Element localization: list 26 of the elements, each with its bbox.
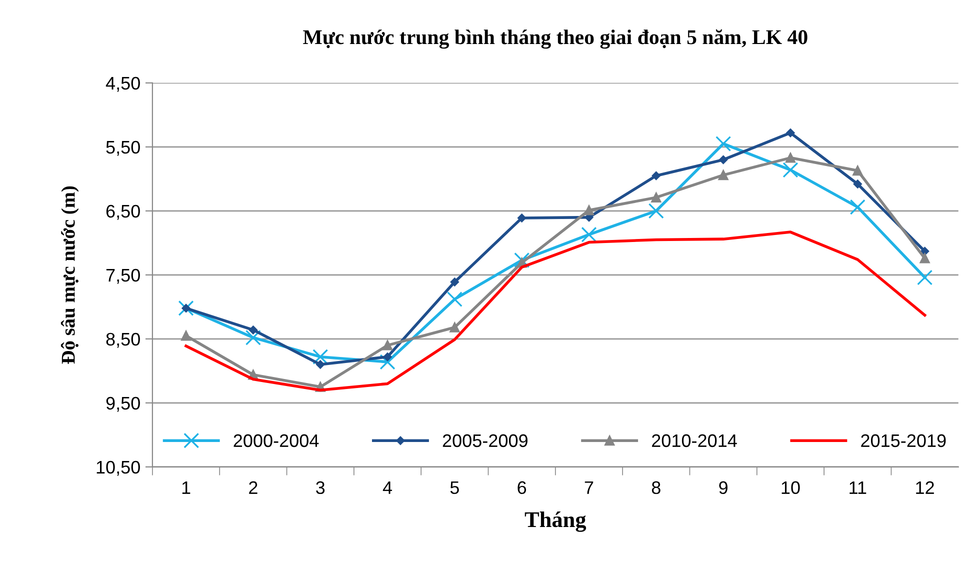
x-tick-label: 5 (450, 481, 459, 494)
x-tick-label: 1 (182, 481, 190, 494)
x-axis-title: Tháng (524, 512, 586, 532)
x-tick-label: 7 (584, 481, 594, 494)
y-tick-label: 10,50 (96, 460, 140, 476)
x-tick-label: 2 (249, 481, 258, 494)
y-tick-label: 9,50 (106, 396, 140, 412)
x-tick-label: 9 (719, 481, 728, 494)
x-tick-label: 4 (382, 481, 392, 494)
legend-label: 2010-2014 (652, 434, 737, 448)
chart-title: Mực nước trung bình tháng theo giai đoạn 5 năm, LK 40 (303, 29, 808, 49)
y-axis-title: Độ sâu mực nước (m) (60, 186, 79, 364)
legend-label: 2000-2004 (234, 434, 319, 448)
y-tick-label: 7,50 (106, 268, 140, 284)
x-tick-label: 3 (316, 481, 325, 494)
y-tick-label: 8,50 (106, 332, 140, 348)
x-tick-label: 8 (652, 481, 660, 494)
x-tick-label: 6 (518, 481, 526, 494)
y-tick-label: 5,50 (106, 140, 140, 156)
x-tick-label: 10 (782, 481, 800, 494)
y-tick-label: 4,50 (106, 76, 140, 92)
x-tick-label: 12 (916, 481, 934, 494)
legend-label: 2005-2009 (442, 434, 528, 448)
x-tick-label: 11 (850, 481, 866, 494)
legend-label: 2015-2019 (861, 434, 946, 448)
y-tick-label: 6,50 (106, 204, 140, 220)
